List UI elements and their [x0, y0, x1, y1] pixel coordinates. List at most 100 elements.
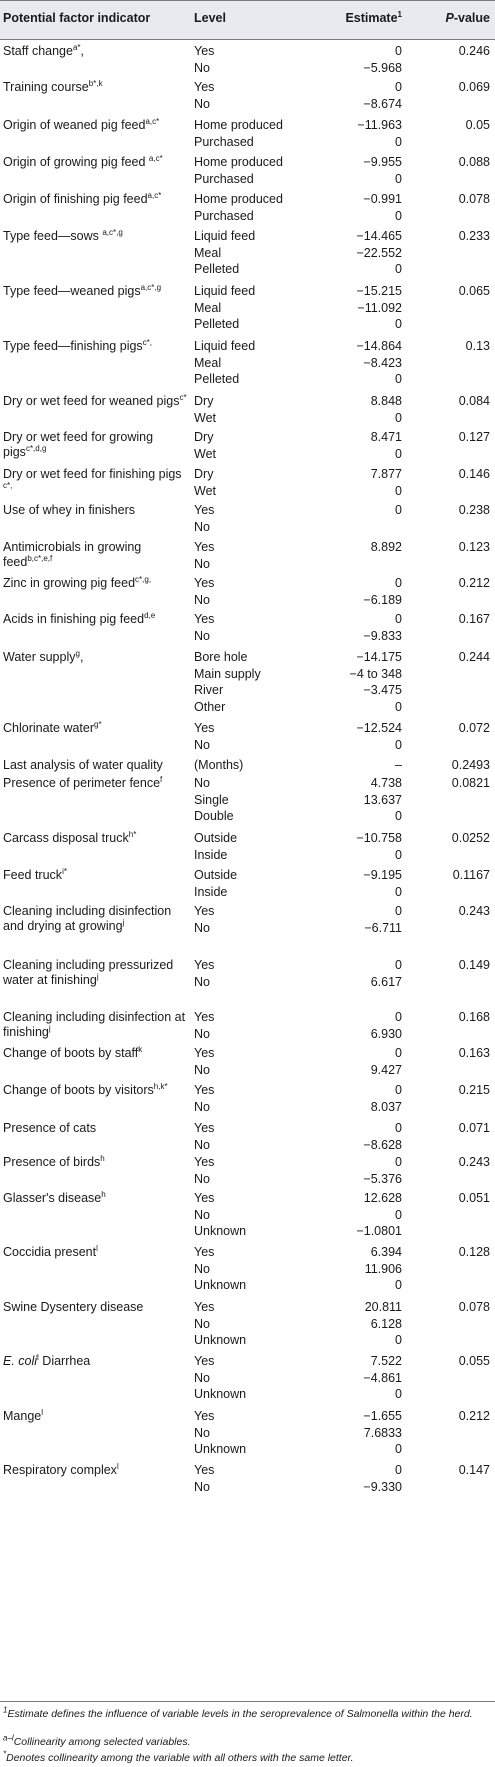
estimate-cell: −6.711	[364, 920, 402, 935]
factor-footnote-mark: a,c*	[145, 116, 160, 126]
level-cell: (Months)	[194, 758, 244, 772]
factor-footnote-mark: a*	[72, 42, 81, 52]
factor-text: E. coli	[3, 1354, 38, 1368]
factor-text: Dry or wet feed for weaned pigs	[3, 394, 180, 408]
factor-label: Feed trucki*	[3, 867, 189, 883]
factor-label: Type feed—sows a,c*,g	[3, 227, 189, 244]
p-value-cell: 0.168	[458, 1010, 490, 1024]
factor-label: Water supplyg,	[3, 648, 189, 665]
factor-footnote-mark: c*,d,g	[25, 443, 47, 453]
factor-text: Cleaning including pressurized water at …	[3, 958, 174, 987]
level-cell: Yes	[194, 1354, 215, 1368]
factor-label: Staff changea*,	[3, 42, 189, 59]
level-cell: Single	[194, 792, 229, 807]
factor-text: Mange	[3, 1409, 42, 1423]
estimate-cell: 0	[395, 446, 402, 461]
factor-text: Staff change	[3, 44, 73, 58]
estimate-cell: 0	[395, 958, 402, 972]
estimate-cell: −5.376	[363, 1171, 402, 1186]
level-cell: Home produced	[194, 155, 283, 169]
factor-text: Type feed—finishing pigs	[3, 339, 143, 353]
p-value-cell: 0.065	[458, 284, 490, 298]
p-value-cell: 0.072	[458, 721, 490, 735]
factor-label: Presence of cats	[3, 1121, 189, 1136]
p-value-cell: 0.243	[458, 904, 490, 918]
level-cell: Main supply	[194, 666, 261, 681]
factor-footnote-mark: g	[75, 648, 80, 658]
p-value-cell: 0.051	[458, 1191, 490, 1205]
estimate-cell: –	[395, 758, 402, 772]
level-cell: No	[194, 1479, 210, 1494]
estimate-cell: 7.6833	[363, 1425, 402, 1440]
estimate-cell: −15.215	[356, 284, 402, 298]
estimate-cell: 9.427	[370, 1062, 402, 1077]
factor-footnote-mark: h	[101, 1189, 106, 1199]
estimate-cell: 0	[395, 1046, 402, 1060]
estimate-cell: −1.655	[363, 1409, 402, 1423]
factor-label: E. colil Diarrhea	[3, 1353, 189, 1369]
level-cell: Purchased	[194, 171, 254, 186]
factor-label: Training courseb*,k	[3, 79, 189, 95]
estimate-cell: 6.930	[370, 1026, 402, 1041]
p-value-cell: 0.071	[458, 1121, 490, 1135]
factor-label: Dry or wet feed for weaned pigsc*	[3, 393, 189, 409]
level-cell: No	[194, 1026, 210, 1041]
estimate-cell: 0	[395, 372, 402, 387]
level-cell: Yes	[194, 612, 215, 626]
p-value-cell: 0.212	[458, 1409, 490, 1423]
level-cell: Unknown	[194, 1387, 247, 1402]
factor-footnote-mark: a,c*,g	[102, 227, 123, 237]
estimate-cell: 0	[395, 410, 402, 425]
p-value-cell: 0.2493	[451, 758, 490, 772]
estimate-cell: 0	[395, 737, 402, 752]
estimate-cell: 0	[395, 1155, 402, 1169]
estimate-cell: 0	[395, 483, 402, 498]
level-cell: No	[194, 737, 210, 752]
level-cell: No	[194, 1171, 210, 1186]
p-value-cell: 0.084	[458, 394, 490, 408]
factor-text: Origin of weaned pig feed	[3, 118, 146, 132]
level-cell: Liquid feed	[194, 284, 256, 298]
level-cell: No	[194, 1207, 210, 1222]
level-cell: Inside	[194, 884, 228, 899]
level-cell: Purchased	[194, 208, 254, 223]
estimate-cell: 7.522	[370, 1354, 402, 1368]
level-cell: No	[194, 1099, 210, 1114]
p-value-cell: 0.123	[458, 540, 490, 554]
estimate-cell: −1.0801	[356, 1224, 402, 1239]
level-cell: Inside	[194, 847, 228, 862]
estimate-cell: −9.330	[363, 1479, 402, 1494]
factor-footnote-mark: l	[96, 1243, 98, 1253]
factor-label: Presence of perimeter fencef	[3, 775, 189, 791]
factor-footnote-mark: j	[96, 971, 99, 981]
level-cell: No	[194, 1062, 210, 1077]
level-cell: Unknown	[194, 1224, 247, 1239]
factor-label: Swine Dysentery disease	[3, 1300, 189, 1315]
factor-text: Carcass disposal truck	[3, 831, 129, 845]
level-cell: No	[194, 1316, 210, 1331]
level-cell: Yes	[194, 904, 215, 918]
p-value-cell: 0.233	[458, 229, 490, 243]
estimate-cell: −9.955	[363, 155, 402, 169]
p-value-cell: 0.163	[458, 1046, 490, 1060]
factor-text: Swine Dysentery disease	[3, 1300, 144, 1314]
factor-text: Type feed—sows	[3, 229, 103, 243]
footnote-collinearity: a–lCollinearity among selected variables…	[3, 1733, 191, 1748]
level-cell: No	[194, 96, 210, 111]
p-value-cell: 0.246	[458, 44, 490, 58]
level-cell: No	[194, 920, 210, 935]
level-cell: No	[194, 1261, 210, 1276]
p-value-cell: 0.167	[458, 612, 490, 626]
level-cell: Dry	[194, 467, 214, 481]
level-cell: Pelleted	[194, 262, 240, 277]
factor-text: Acids in finishing pig feed	[3, 612, 145, 626]
factor-footnote-mark: k	[138, 1044, 143, 1054]
factor-text: Cleaning including disinfection and dryi…	[3, 904, 172, 933]
factor-label: Presence of birdsh	[3, 1154, 189, 1170]
factor-text: Presence of perimeter fence	[3, 776, 161, 790]
factor-text: Change of boots by staff	[3, 1046, 139, 1060]
level-cell: No	[194, 1425, 210, 1440]
estimate-cell: 0	[395, 1463, 402, 1477]
header-rule	[0, 39, 495, 40]
estimate-cell: 7.877	[370, 467, 402, 481]
